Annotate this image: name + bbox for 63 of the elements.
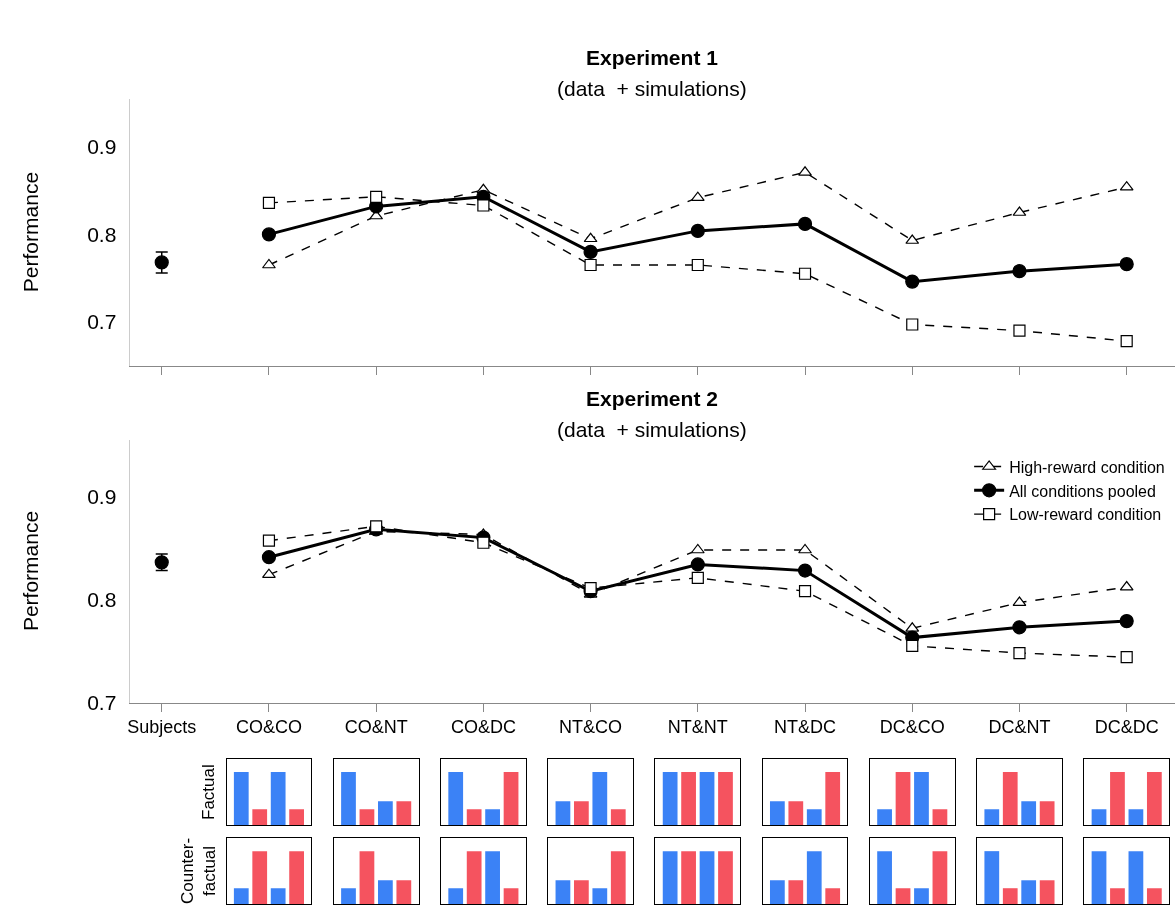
x-tick-label: CO&CO: [235, 717, 302, 738]
point: [477, 199, 490, 212]
y-tick-label: 0.7: [87, 310, 117, 334]
y-axis-title: Performance: [18, 510, 42, 632]
y-tick-label: 0.9: [87, 135, 117, 159]
point: [1120, 651, 1133, 664]
point: [154, 255, 169, 270]
point: [584, 582, 597, 595]
legend-label: Low-reward condition: [1009, 506, 1162, 524]
point: [477, 536, 490, 549]
point: [1013, 324, 1026, 337]
chart-subtitle: (data + simulations): [557, 77, 747, 100]
x-tick-label: Subjects: [127, 717, 197, 738]
x-tick-label: DC&NT: [988, 717, 1051, 738]
point: [583, 232, 598, 243]
y-axis-title: Counter- factual: [178, 837, 220, 905]
point: [906, 318, 919, 331]
y-tick-label: 0.9: [87, 484, 117, 508]
y-axis-title: Performance: [18, 171, 42, 293]
point: [262, 196, 276, 209]
point: [797, 216, 813, 231]
point: [583, 244, 598, 259]
point: [1012, 620, 1027, 635]
x-tick-label: NT&NT: [667, 717, 728, 738]
point: [261, 227, 277, 242]
x-tick-label: DC&CO: [879, 717, 945, 738]
y-tick-label: 0.8: [87, 222, 117, 246]
point: [798, 585, 812, 598]
point: [798, 267, 812, 280]
point: [798, 166, 812, 176]
x-tick-label: NT&DC: [774, 717, 837, 738]
y-tick-label: 0.8: [87, 587, 117, 611]
point: [691, 571, 704, 584]
point: [906, 639, 919, 652]
y-axis-title: Factual: [199, 764, 219, 820]
point: [1119, 614, 1134, 629]
x-tick-label: CO&DC: [450, 717, 516, 738]
point: [1119, 257, 1134, 272]
point: [261, 258, 276, 269]
point: [798, 543, 812, 554]
point: [797, 563, 813, 578]
point: [370, 190, 383, 203]
point: [1120, 335, 1133, 348]
point: [1013, 646, 1026, 660]
x-tick-label: DC&DC: [1094, 717, 1159, 738]
point: [690, 223, 705, 238]
legend-label: All conditions pooled: [1009, 482, 1156, 500]
point: [261, 550, 277, 565]
point: [690, 543, 705, 554]
point: [1012, 264, 1027, 279]
point: [1119, 580, 1134, 591]
legend-label: High-reward condition: [1009, 458, 1165, 476]
point: [262, 534, 276, 547]
x-tick-label: CO&NT: [344, 717, 408, 738]
point: [370, 520, 383, 533]
point: [261, 568, 276, 579]
point: [690, 557, 705, 572]
chart-title: Experiment 1: [586, 46, 719, 69]
x-tick-label: NT&CO: [559, 717, 623, 738]
point: [905, 274, 920, 289]
chart-title: Experiment 2: [586, 387, 718, 410]
chart-subtitle: (data + simulations): [557, 418, 747, 441]
y-tick-label: 0.7: [87, 690, 117, 714]
